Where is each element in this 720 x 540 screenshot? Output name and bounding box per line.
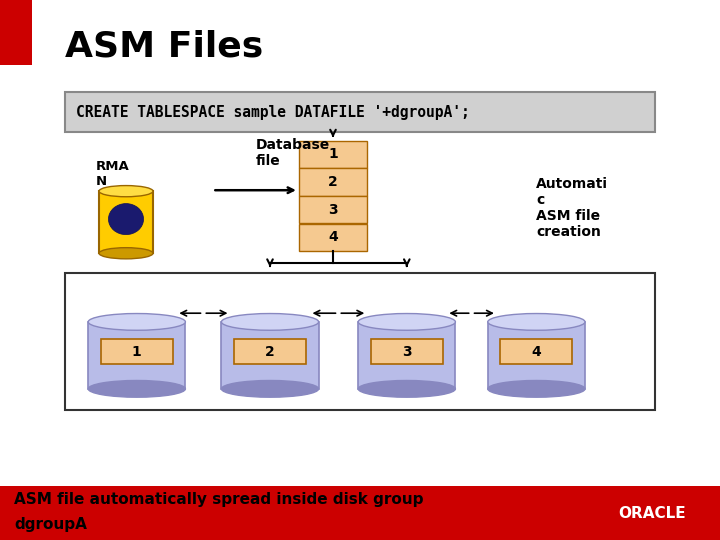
Text: ASM file automatically spread inside disk group: ASM file automatically spread inside dis… — [14, 492, 424, 507]
FancyBboxPatch shape — [65, 92, 655, 132]
FancyBboxPatch shape — [89, 322, 186, 389]
Ellipse shape — [99, 248, 153, 259]
Ellipse shape — [222, 381, 319, 397]
FancyBboxPatch shape — [99, 191, 153, 253]
FancyBboxPatch shape — [234, 340, 306, 364]
Text: 1: 1 — [132, 345, 142, 359]
Text: 2: 2 — [265, 345, 275, 359]
FancyBboxPatch shape — [488, 322, 585, 389]
FancyBboxPatch shape — [358, 322, 455, 389]
Text: ORACLE: ORACLE — [618, 505, 685, 521]
Text: 4: 4 — [328, 230, 338, 244]
Text: 3: 3 — [402, 345, 412, 359]
Text: Database
file: Database file — [256, 138, 330, 168]
Text: ASM Files: ASM Files — [65, 30, 263, 64]
Text: 2: 2 — [328, 175, 338, 189]
Ellipse shape — [109, 204, 143, 234]
FancyBboxPatch shape — [65, 273, 655, 410]
Ellipse shape — [488, 381, 585, 397]
Ellipse shape — [358, 381, 456, 397]
Ellipse shape — [358, 314, 456, 330]
Text: 3: 3 — [328, 202, 338, 217]
Text: 4: 4 — [531, 345, 541, 359]
FancyBboxPatch shape — [0, 486, 720, 540]
Text: CREATE TABLESPACE sample DATAFILE '+dgroupA';: CREATE TABLESPACE sample DATAFILE '+dgro… — [76, 105, 469, 119]
FancyBboxPatch shape — [371, 340, 443, 364]
Text: RMA
N: RMA N — [95, 160, 129, 188]
Ellipse shape — [222, 314, 319, 330]
FancyBboxPatch shape — [222, 322, 319, 389]
FancyBboxPatch shape — [0, 0, 32, 65]
FancyBboxPatch shape — [299, 196, 367, 224]
Ellipse shape — [89, 314, 186, 330]
FancyBboxPatch shape — [101, 340, 173, 364]
Ellipse shape — [488, 314, 585, 330]
Text: Automati
c
ASM file
creation: Automati c ASM file creation — [536, 177, 608, 239]
Text: dgroupA: dgroupA — [14, 517, 87, 532]
FancyBboxPatch shape — [299, 168, 367, 195]
FancyBboxPatch shape — [299, 224, 367, 251]
FancyBboxPatch shape — [500, 340, 572, 364]
Ellipse shape — [89, 381, 186, 397]
FancyBboxPatch shape — [299, 141, 367, 168]
Ellipse shape — [99, 186, 153, 197]
Text: 1: 1 — [328, 147, 338, 161]
